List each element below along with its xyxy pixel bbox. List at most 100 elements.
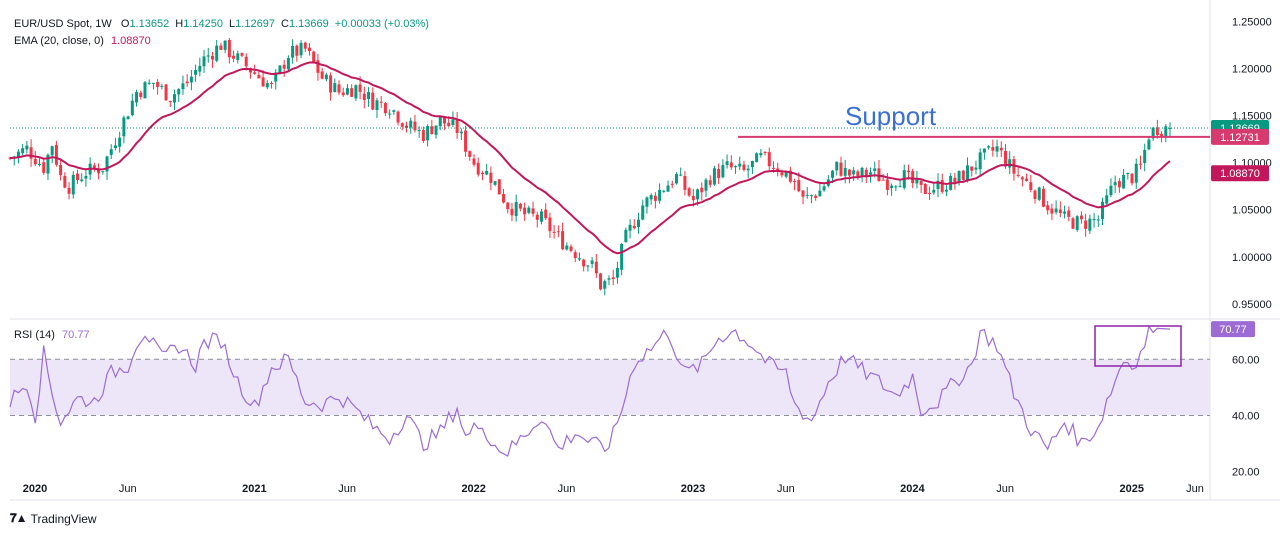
brand-label: TradingView xyxy=(30,511,97,526)
candle-down xyxy=(1058,209,1062,214)
price-legend: EUR/USD Spot, 1W O1.13652 H1.14250 L1.12… xyxy=(14,18,429,30)
candle-up xyxy=(113,145,117,149)
rsi-axis-tick: 60.00 xyxy=(1232,354,1260,366)
candle-up xyxy=(809,195,813,197)
candle-up xyxy=(944,189,948,192)
candle-up xyxy=(1075,216,1079,231)
candle-down xyxy=(1084,220,1088,229)
candle-down xyxy=(839,162,843,176)
candle-down xyxy=(856,171,860,177)
candle-down xyxy=(919,180,923,185)
candle-up xyxy=(620,243,624,270)
candle-up xyxy=(354,85,358,99)
candle-up xyxy=(957,171,961,182)
candle-down xyxy=(569,246,573,251)
candle-down xyxy=(506,202,510,210)
candle-up xyxy=(658,189,662,201)
candle-up xyxy=(982,148,986,153)
candle-down xyxy=(742,164,746,170)
candle-down xyxy=(582,259,586,267)
price-axis-tick: 0.95000 xyxy=(1232,299,1272,311)
tradingview-brand[interactable]: 𝟕▲ TradingView xyxy=(10,511,97,526)
candle-down xyxy=(940,179,944,192)
candle-up xyxy=(21,148,25,154)
candle-up xyxy=(1134,163,1138,183)
candle-up xyxy=(25,145,29,150)
candle-down xyxy=(1130,173,1134,184)
candle-up xyxy=(734,166,738,168)
candle-up xyxy=(1101,201,1105,219)
candle-down xyxy=(687,188,691,196)
candle-down xyxy=(307,47,311,52)
candle-up xyxy=(721,165,725,178)
candle-up xyxy=(198,65,202,72)
candle-up xyxy=(80,179,84,182)
support-annotation: Support xyxy=(845,101,937,131)
candle-up xyxy=(160,85,164,87)
candle-down xyxy=(97,169,101,174)
candle-down xyxy=(780,172,784,176)
candle-up xyxy=(852,170,856,175)
candle-up xyxy=(818,190,822,197)
candle-up xyxy=(603,281,607,289)
candle-up xyxy=(995,146,999,152)
candle-down xyxy=(653,195,657,201)
candle-down xyxy=(991,147,995,151)
candle-up xyxy=(662,190,666,192)
candle-down xyxy=(476,162,480,175)
candle-up xyxy=(1096,219,1100,221)
price-axis-badge-label: 1.08870 xyxy=(1220,168,1260,180)
candle-up xyxy=(784,172,788,177)
candle-up xyxy=(1126,172,1130,175)
candle-up xyxy=(586,265,590,267)
candle-down xyxy=(405,125,409,129)
candle-up xyxy=(746,168,750,171)
candle-up xyxy=(101,171,105,173)
candle-up xyxy=(704,179,708,191)
candle-down xyxy=(763,151,767,153)
candle-down xyxy=(767,152,771,167)
candle-up xyxy=(915,178,919,184)
candle-down xyxy=(510,208,514,216)
candle-up xyxy=(388,113,392,115)
close-label: C xyxy=(281,18,289,30)
candle-up xyxy=(278,65,282,73)
candle-up xyxy=(118,137,122,147)
price-axis-badge xyxy=(1211,165,1269,182)
candle-down xyxy=(455,119,459,133)
candle-down xyxy=(59,165,63,175)
candle-down xyxy=(1138,163,1142,165)
candle-down xyxy=(8,157,12,159)
time-axis-tick: Jun xyxy=(119,483,137,495)
candle-down xyxy=(1050,208,1054,214)
candle-down xyxy=(552,231,556,233)
symbol-label: EUR/USD Spot, 1W xyxy=(14,18,112,30)
candle-down xyxy=(847,169,851,176)
candle-down xyxy=(1067,210,1071,217)
candle-up xyxy=(645,197,649,207)
candle-up xyxy=(16,151,20,157)
candle-up xyxy=(539,211,543,222)
candle-up xyxy=(1151,127,1155,139)
candle-up xyxy=(189,76,193,83)
candle-down xyxy=(1046,205,1050,211)
candle-down xyxy=(362,93,366,100)
candle-up xyxy=(130,100,134,116)
candle-down xyxy=(502,194,506,203)
candle-down xyxy=(1079,215,1083,220)
rsi-label: RSI (14) xyxy=(14,329,55,341)
candle-down xyxy=(864,169,868,176)
candle-up xyxy=(932,189,936,193)
candle-down xyxy=(970,166,974,171)
candle-down xyxy=(881,179,885,181)
candle-up xyxy=(974,167,978,170)
candle-up xyxy=(274,72,278,82)
candle-down xyxy=(253,72,257,74)
candle-down xyxy=(906,170,910,173)
candle-down xyxy=(257,74,261,79)
high-value: 1.14250 xyxy=(183,18,223,30)
candle-down xyxy=(599,273,603,290)
candle-down xyxy=(270,83,274,85)
candle-down xyxy=(1029,182,1033,190)
